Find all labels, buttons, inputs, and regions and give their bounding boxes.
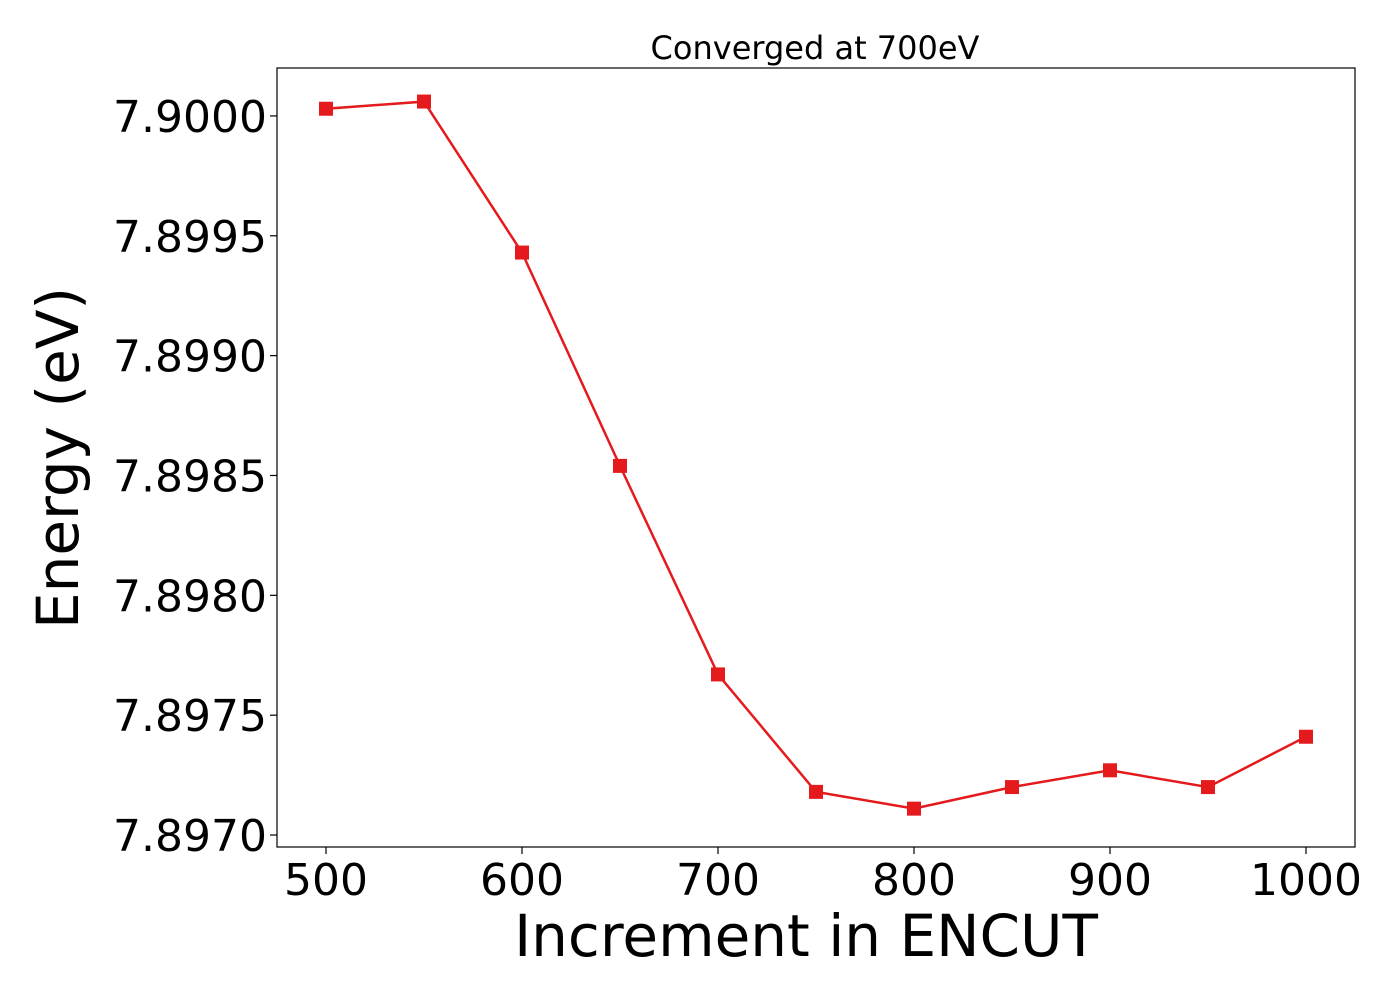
data-point: [809, 784, 823, 799]
data-point: [711, 667, 725, 682]
data-point: [1201, 780, 1215, 795]
data-point: [1005, 780, 1019, 795]
y-tick-label: 7.8985: [113, 451, 267, 502]
y-tick-label: 7.8980: [113, 571, 267, 622]
data-point: [515, 245, 529, 260]
data-point: [417, 94, 431, 109]
chart-title: Converged at 700eV: [651, 29, 980, 67]
x-tick-label: 800: [872, 855, 956, 906]
x-tick-label: 1000: [1250, 855, 1362, 906]
x-axis-label: Increment in ENCUT: [514, 902, 1098, 970]
data-point: [319, 101, 333, 116]
y-axis-label: Energy (eV): [24, 287, 92, 629]
data-point: [907, 801, 921, 816]
plot-frame: [276, 67, 1356, 848]
y-tick-label: 7.8990: [113, 332, 267, 383]
x-tick-label: 600: [480, 855, 564, 906]
data-point: [1103, 763, 1117, 778]
y-tick-label: 7.8975: [113, 691, 267, 742]
x-tick-label: 900: [1068, 855, 1152, 906]
y-tick-label: 7.8995: [113, 212, 267, 263]
data-point: [1299, 729, 1313, 744]
plot-area: 500 600 700 800 900 1000 7.8970 7.8975 7.8980 7.8…: [113, 67, 1362, 906]
y-tick-label: 7.9000: [113, 92, 267, 143]
x-tick-label: 700: [676, 855, 760, 906]
data-point: [613, 458, 627, 473]
x-tick-label: 500: [284, 855, 368, 906]
y-tick-label: 7.8970: [113, 811, 267, 862]
